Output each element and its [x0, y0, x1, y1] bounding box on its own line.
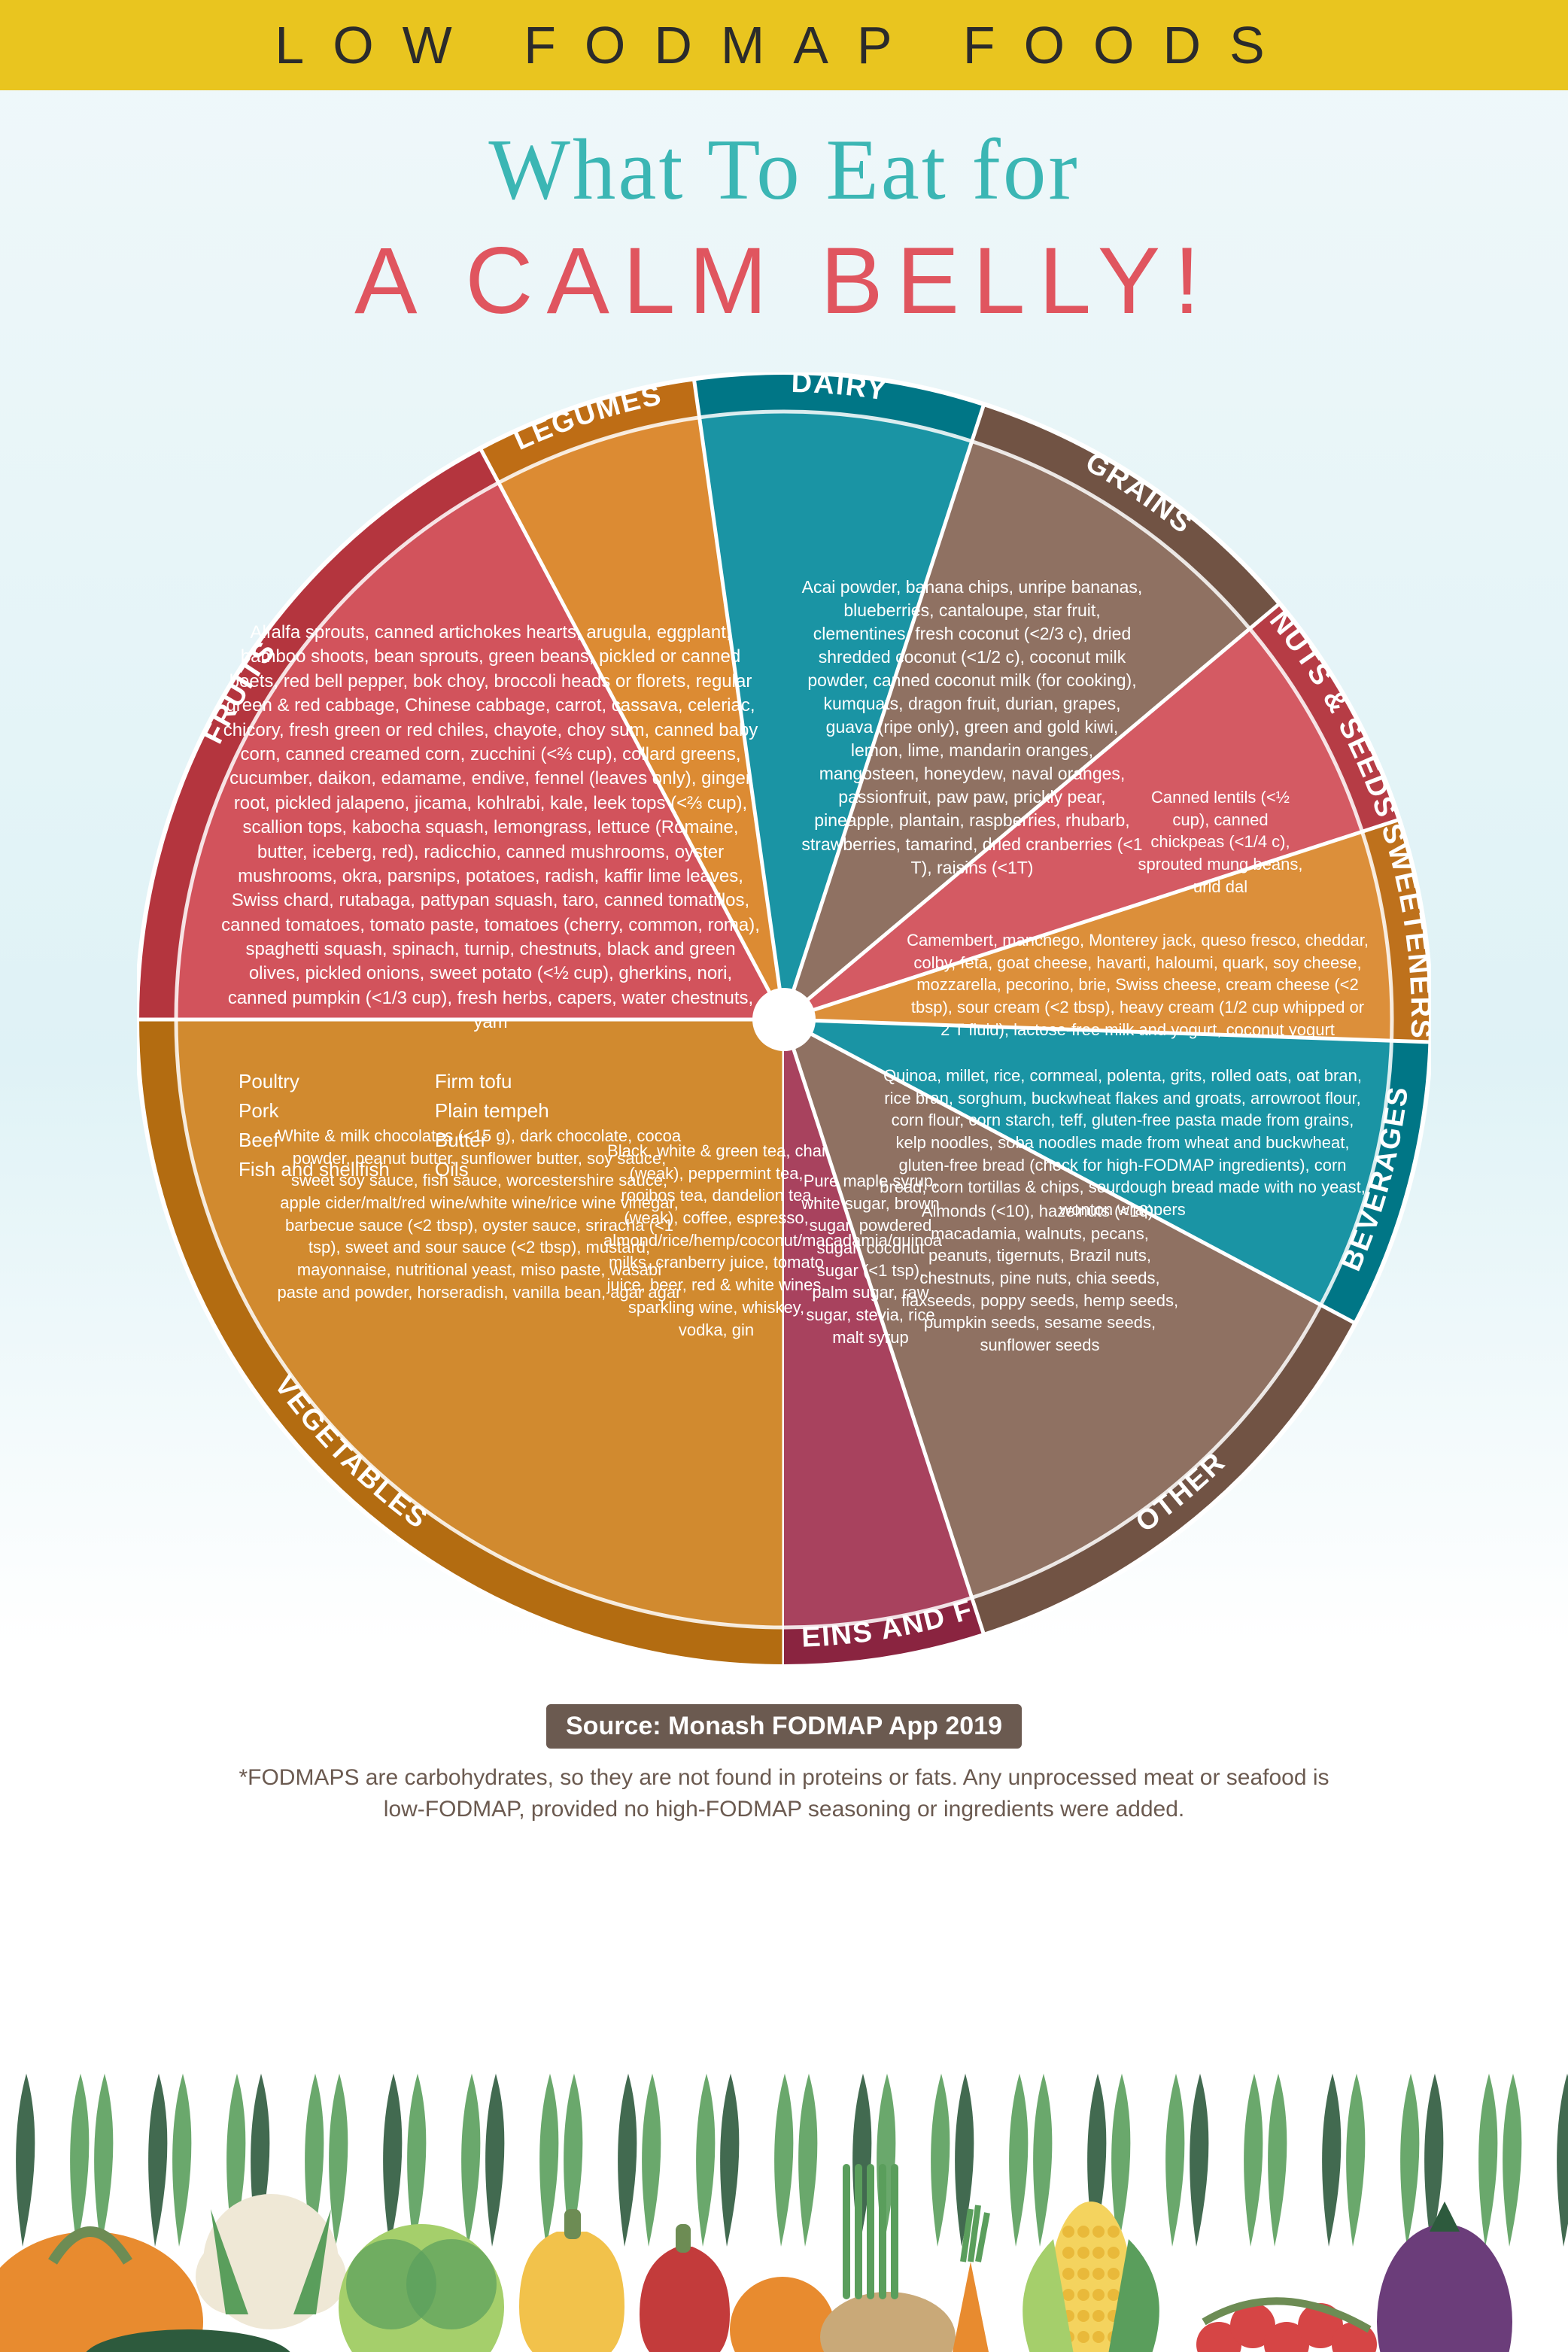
- subtitle-script: What To Eat for: [0, 120, 1568, 220]
- slice-text-fruits: Acai powder, banana chips, unripe banana…: [799, 576, 1145, 880]
- protein-item: Firm tofu: [435, 1068, 549, 1095]
- protein-item: Poultry: [239, 1068, 390, 1095]
- footer-area: Source: Monash FODMAP App 2019 *FODMAPS …: [0, 1674, 1568, 1825]
- banner: LOW FODMAP FOODS: [0, 0, 1568, 90]
- protein-item: Oils: [435, 1156, 549, 1183]
- slice-text-legumes: Canned lentils (<½ cup), canned chickpea…: [1138, 786, 1303, 898]
- title-area: What To Eat for A CALM BELLY!: [0, 120, 1568, 335]
- protein-item: Fish and shellfish: [239, 1156, 390, 1183]
- banner-title: LOW FODMAP FOODS: [275, 15, 1293, 75]
- food-wheel: VEGETABLESFRUITSLEGUMESDAIRYGRAINSNUTS &…: [137, 372, 1431, 1667]
- footnote-text: *FODMAPS are carbohydrates, so they are …: [220, 1762, 1348, 1825]
- slice-text-dairy: Camembert, manchego, Monterey jack, ques…: [904, 929, 1371, 1041]
- vegetable-illustration: [0, 2051, 1568, 2352]
- protein-item: Pork: [239, 1098, 390, 1124]
- slice-text-proteins: Poultry Pork Beef Fish and shellfish Firm to…: [239, 1068, 562, 1186]
- main-title: A CALM BELLY!: [0, 227, 1568, 335]
- protein-item: Beef: [239, 1127, 390, 1153]
- center-hub: [752, 988, 816, 1051]
- slice-text-grains: Quinoa, millet, rice, cornmeal, polenta,…: [874, 1065, 1371, 1221]
- source-box: Source: Monash FODMAP App 2019: [546, 1704, 1022, 1749]
- protein-item: Plain tempeh: [435, 1098, 549, 1124]
- protein-item: Butter: [435, 1127, 549, 1153]
- slice-text-vegetables: Alfalfa sprouts, canned artichokes heart…: [220, 621, 761, 1035]
